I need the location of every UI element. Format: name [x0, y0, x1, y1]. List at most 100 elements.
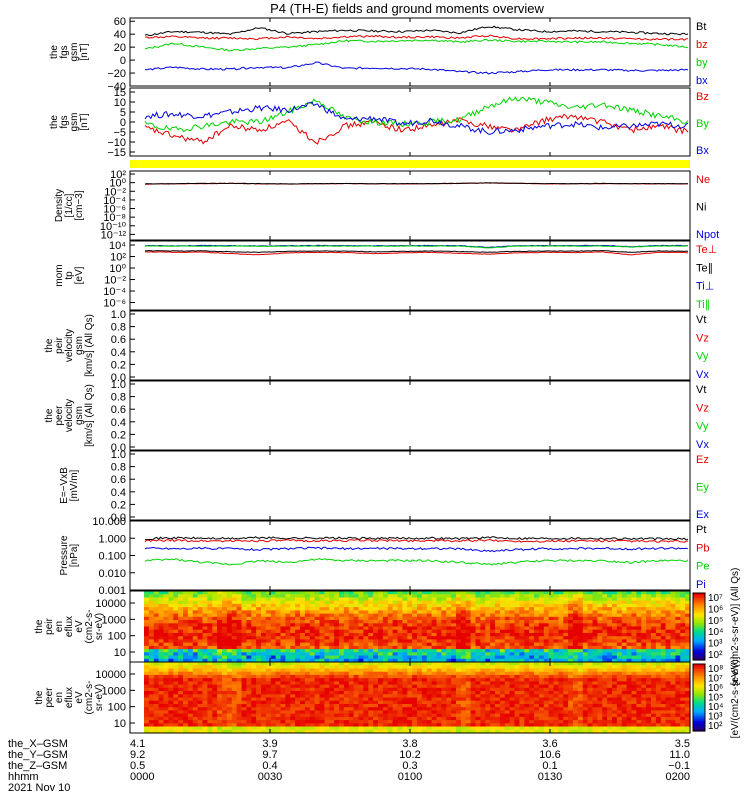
heatmap-cell	[577, 642, 584, 647]
heatmap-cell	[563, 629, 569, 634]
heatmap-cell	[231, 655, 238, 660]
heatmap-cell	[339, 674, 345, 679]
heatmap-cell	[158, 629, 165, 634]
heatmap-cell	[168, 610, 174, 615]
heatmap-cell	[392, 610, 399, 615]
heatmap-cell	[426, 700, 433, 705]
heatmap-cell	[456, 694, 462, 699]
heatmap-cell	[660, 629, 667, 634]
heatmap-cell	[197, 671, 204, 676]
heatmap-cell	[334, 633, 340, 637]
heatmap-cell	[626, 639, 633, 644]
heatmap-cell	[212, 694, 218, 699]
heatmap-cell	[577, 655, 584, 660]
heatmap-cell	[280, 697, 286, 702]
heatmap-cell	[158, 658, 165, 663]
heatmap-cell	[285, 716, 291, 721]
heatmap-cell	[285, 729, 291, 734]
heatmap-cell	[144, 662, 150, 666]
y-tick-label: 10⁻²	[104, 186, 126, 198]
heatmap-cell	[378, 691, 384, 695]
heatmap-cell	[261, 607, 267, 611]
heatmap-cell	[163, 597, 169, 602]
heatmap-cell	[421, 620, 428, 624]
heatmap-cell	[670, 594, 676, 598]
heatmap-cell	[343, 668, 350, 673]
heatmap-cell	[626, 655, 633, 660]
heatmap-cell	[387, 704, 394, 708]
heatmap-cell	[577, 603, 584, 608]
heatmap-cell	[616, 658, 623, 663]
heatmap-cell	[148, 665, 155, 669]
heatmap-cell	[480, 629, 486, 634]
heatmap-cell	[241, 697, 247, 702]
heatmap-cell	[514, 658, 520, 663]
heatmap-cell	[631, 591, 637, 595]
heatmap-cell	[480, 687, 486, 692]
heatmap-cell	[226, 697, 233, 702]
heatmap-cell	[236, 652, 243, 657]
heatmap-cell	[451, 613, 457, 618]
heatmap-cell	[529, 691, 535, 695]
heatmap-cell	[192, 623, 199, 628]
heatmap-cell	[407, 723, 413, 728]
heatmap-cell	[675, 623, 681, 628]
heatmap-cell	[553, 716, 559, 721]
heatmap-cell	[158, 729, 165, 734]
heatmap-cell	[197, 597, 204, 602]
heatmap-cell	[363, 594, 369, 598]
heatmap-cell	[183, 597, 189, 602]
heatmap-cell	[314, 723, 321, 728]
heatmap-cell	[431, 681, 438, 686]
heatmap-cell	[241, 684, 247, 689]
heatmap-cell	[538, 645, 545, 650]
heatmap-cell	[612, 687, 618, 692]
heatmap-cell	[592, 671, 598, 676]
heatmap-cell	[168, 726, 174, 731]
heatmap-cell	[207, 649, 213, 653]
heatmap-cell	[524, 713, 530, 718]
heatmap-cell	[573, 671, 579, 676]
heatmap-cell	[436, 594, 442, 598]
heatmap-cell	[534, 729, 540, 734]
heatmap-cell	[563, 665, 569, 669]
heatmap-cell	[412, 639, 418, 644]
heatmap-cell	[475, 594, 481, 598]
heatmap-cell	[631, 600, 637, 605]
heatmap-cell	[543, 704, 550, 708]
heatmap-cell	[602, 642, 608, 647]
heatmap-cell	[329, 684, 335, 689]
heatmap-cell	[275, 636, 282, 640]
heatmap-cell	[485, 655, 491, 660]
heatmap-cell	[392, 691, 399, 695]
heatmap-cell	[348, 726, 355, 731]
heatmap-cell	[261, 603, 267, 608]
heatmap-cell	[465, 626, 472, 631]
heatmap-cell	[241, 691, 247, 695]
heatmap-cell	[226, 662, 233, 666]
heatmap-cell	[553, 626, 559, 631]
heatmap-cell	[251, 591, 257, 595]
heatmap-cell	[582, 684, 589, 689]
heatmap-cell	[183, 687, 189, 692]
heatmap-cell	[148, 652, 155, 657]
heatmap-cell	[314, 658, 321, 663]
heatmap-cell	[563, 681, 569, 686]
heatmap-cell	[304, 665, 311, 669]
heatmap-cell	[295, 720, 301, 724]
heatmap-cell	[514, 694, 520, 699]
heatmap-cell	[670, 591, 676, 595]
heatmap-cell	[197, 713, 204, 718]
heatmap-cell	[568, 668, 574, 673]
heatmap-cell	[197, 662, 204, 666]
heatmap-cell	[343, 687, 350, 692]
heatmap-cell	[655, 642, 662, 647]
heatmap-cell	[543, 662, 550, 666]
heatmap-cell	[655, 591, 662, 595]
heatmap-cell	[543, 726, 550, 731]
heatmap-cell	[538, 636, 545, 640]
heatmap-cell	[265, 629, 272, 634]
heatmap-cell	[558, 684, 564, 689]
heatmap-cell	[397, 652, 403, 657]
heatmap-cell	[402, 607, 408, 611]
